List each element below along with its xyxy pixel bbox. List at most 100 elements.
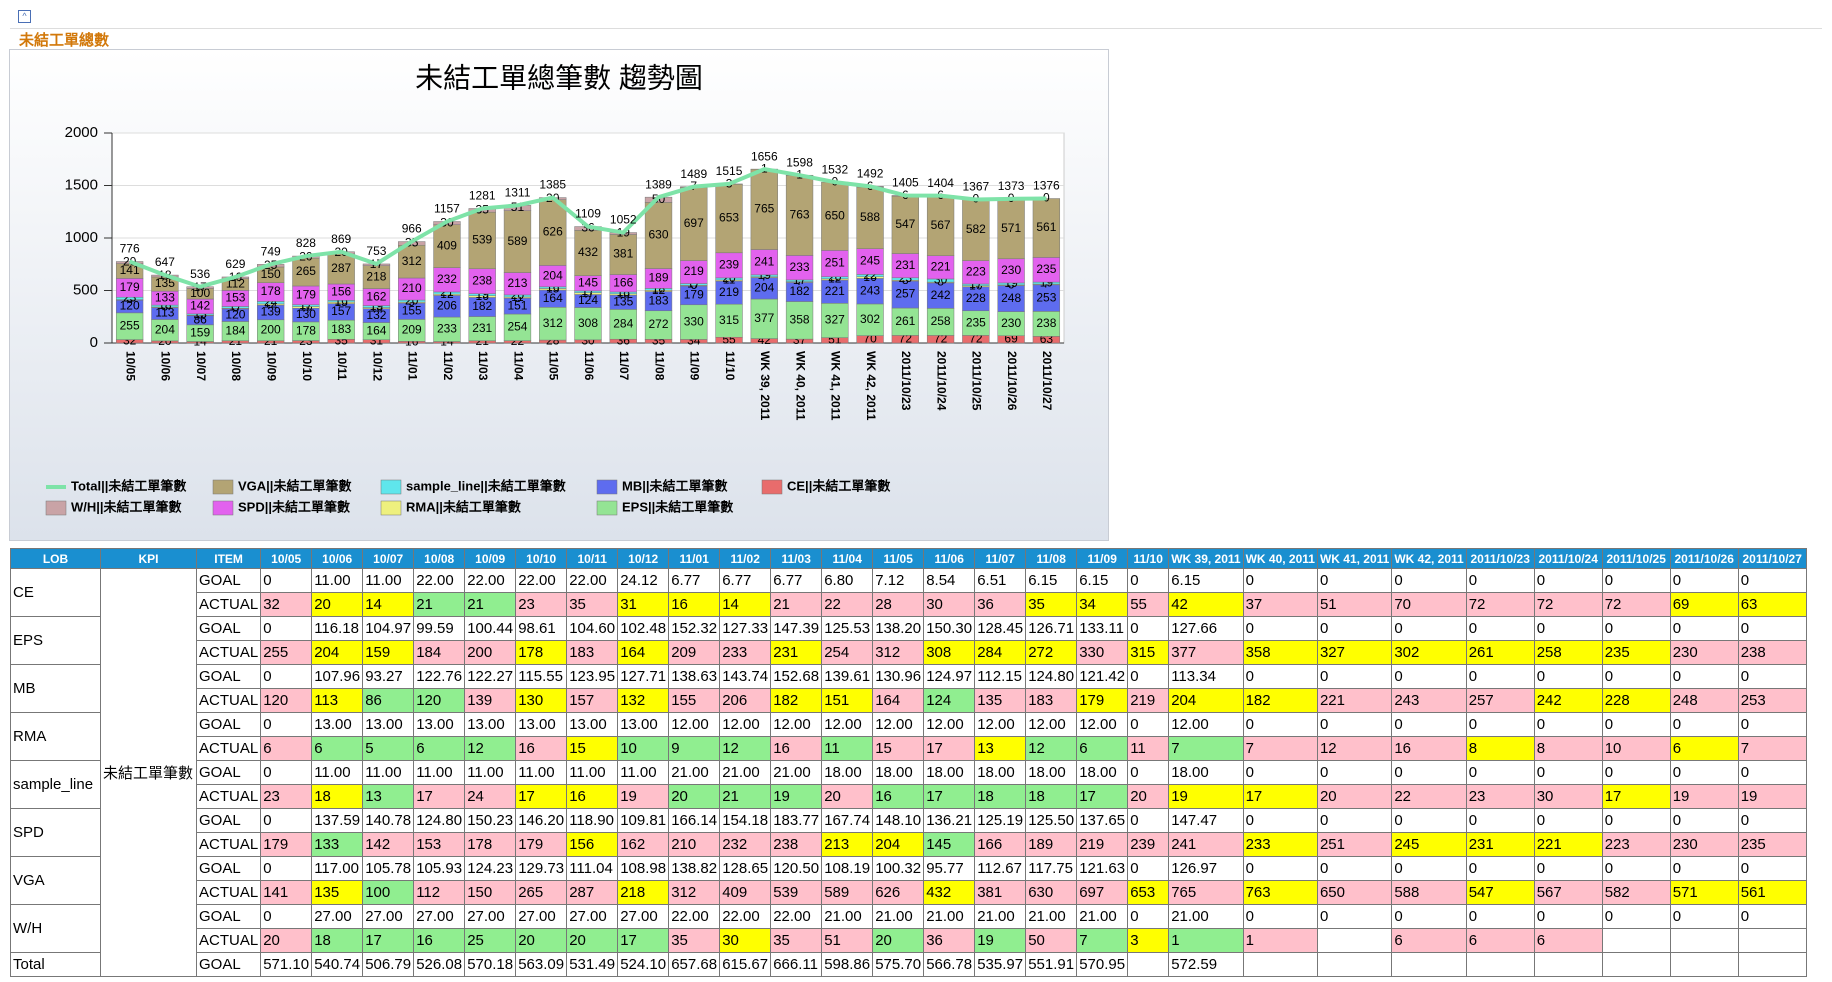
- data-label: 749: [261, 245, 281, 259]
- actual-cell: 223: [1601, 832, 1671, 857]
- bar-segment: [574, 307, 602, 341]
- goal-cell: 0: [1737, 712, 1807, 737]
- column-header: 10/09: [464, 548, 517, 569]
- data-label: 219: [719, 285, 739, 299]
- goal-cell: 0: [1242, 904, 1318, 929]
- lob-cell: SPD: [10, 808, 101, 857]
- actual-cell: 358: [1242, 640, 1318, 665]
- actual-cell: 377: [1168, 640, 1244, 665]
- actual-cell: 142: [362, 832, 415, 857]
- actual-cell: 133: [311, 832, 364, 857]
- goal-cell: 0: [1533, 712, 1603, 737]
- lob-cell: sample_line: [10, 760, 101, 809]
- data-label: 221: [825, 284, 845, 298]
- actual-cell: 231: [1465, 832, 1535, 857]
- goal-cell: 18.00: [1025, 760, 1078, 785]
- goal-cell: 11.00: [362, 760, 415, 785]
- actual-cell: 12: [1316, 736, 1393, 761]
- actual-cell: 17: [923, 784, 976, 809]
- actual-cell: 28: [872, 592, 925, 617]
- item-cell: GOAL: [195, 760, 262, 785]
- actual-cell: 50: [1025, 928, 1078, 953]
- goal-cell: 0: [1737, 616, 1807, 641]
- column-header: 10/11: [566, 548, 619, 569]
- actual-cell: 132: [617, 688, 670, 713]
- goal-cell: 0: [1465, 664, 1535, 689]
- actual-cell: 20: [821, 784, 874, 809]
- goal-cell: 0: [1533, 808, 1603, 833]
- actual-cell: 100: [362, 880, 415, 905]
- data-label: 182: [472, 299, 492, 313]
- goal-cell: 13.00: [515, 712, 568, 737]
- column-header: KPI: [100, 548, 197, 569]
- legend-label: VGA||未結工單筆數: [238, 478, 351, 493]
- legend-label: MB||未結工單筆數: [622, 478, 728, 493]
- data-label: 869: [331, 232, 351, 246]
- data-label: 547: [895, 217, 915, 231]
- actual-cell: 20: [1127, 784, 1170, 809]
- legend-swatch: [761, 479, 783, 495]
- actual-cell: 184: [413, 640, 466, 665]
- data-label: 828: [296, 236, 316, 250]
- data-label: 130: [296, 307, 316, 321]
- data-label: 409: [437, 238, 457, 252]
- data-label: 241: [754, 254, 774, 268]
- actual-cell: 35: [668, 928, 721, 953]
- bar-segment: [468, 316, 496, 342]
- data-label: 330: [684, 314, 704, 328]
- bar-segment: [856, 248, 884, 275]
- data-label: 179: [120, 280, 140, 294]
- data-label: 178: [296, 323, 316, 337]
- data-label: 647: [155, 255, 175, 269]
- actual-cell: 9: [668, 736, 721, 761]
- actual-cell: 7: [1076, 928, 1129, 953]
- x-tick-label: 10/08: [229, 351, 243, 381]
- bar-segment: [433, 267, 461, 293]
- item-cell: ACTUAL: [195, 832, 262, 857]
- goal-cell: 0: [1533, 856, 1603, 881]
- goal-cell: 551.91: [1025, 952, 1078, 977]
- bar-segment: [891, 307, 919, 336]
- goal-cell: 21.00: [1076, 904, 1129, 929]
- column-header: ITEM: [195, 548, 262, 569]
- goal-cell: 109.81: [617, 808, 670, 833]
- goal-cell: 0: [1601, 808, 1671, 833]
- actual-cell: 567: [1533, 880, 1603, 905]
- goal-cell: 7.12: [872, 568, 925, 593]
- x-tick-label: 10/06: [159, 351, 173, 381]
- goal-cell: 12.00: [1168, 712, 1244, 737]
- actual-cell: 6: [413, 736, 466, 761]
- data-label: 776: [120, 242, 140, 256]
- goal-cell: 575.70: [872, 952, 925, 977]
- actual-cell: 156: [566, 832, 619, 857]
- item-cell: ACTUAL: [195, 640, 262, 665]
- bar-segment: [785, 175, 814, 256]
- actual-cell: 164: [617, 640, 670, 665]
- x-tick-label: 10/07: [194, 351, 208, 381]
- goal-cell: [1391, 952, 1467, 977]
- bar-segment: [1032, 257, 1061, 283]
- goal-cell: 0: [1737, 568, 1807, 593]
- table-row: MB GOAL 0 107.96 93.27 122.76 122.27 115.55 123.…: [10, 664, 1807, 713]
- goal-cell: 566.78: [923, 952, 976, 977]
- goal-cell: 615.67: [719, 952, 772, 977]
- data-label: 206: [437, 298, 457, 312]
- actual-cell: 16: [668, 592, 721, 617]
- legend-label: RMA||未結工單筆數: [406, 499, 521, 514]
- actual-cell: 36: [974, 592, 1027, 617]
- goal-cell: [1242, 952, 1318, 977]
- bar-segment: [821, 303, 849, 338]
- actual-cell: 24: [464, 784, 517, 809]
- actual-cell: 20: [515, 928, 568, 953]
- collapse-icon[interactable]: ^: [18, 10, 31, 23]
- actual-cell: 135: [311, 880, 364, 905]
- data-label: 232: [437, 272, 457, 286]
- goal-cell: 21.00: [923, 904, 976, 929]
- actual-cell: 697: [1076, 880, 1129, 905]
- actual-cell: 241: [1168, 832, 1244, 857]
- goal-cell: [1737, 952, 1807, 977]
- column-header: WK 39, 2011: [1168, 548, 1244, 569]
- table-row: W/H GOAL 0 27.00 27.00 27.00 27.00 27.00 27.00 27…: [10, 904, 1807, 953]
- actual-cell: 17: [1601, 784, 1671, 809]
- data-label: 358: [790, 312, 810, 326]
